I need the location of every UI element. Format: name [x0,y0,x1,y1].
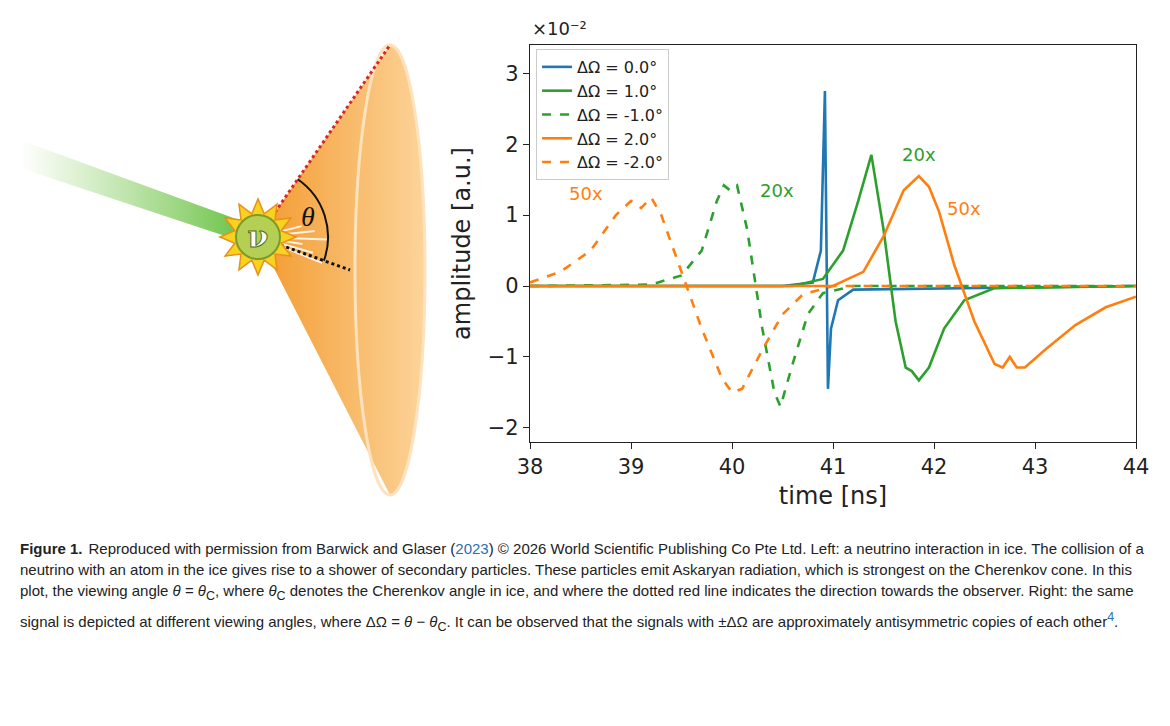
svg-text:3: 3 [505,62,518,86]
svg-text:amplitude [a.u.]: amplitude [a.u.] [448,147,476,340]
svg-text:44: 44 [1123,455,1150,479]
svg-text:50x: 50x [569,183,603,204]
svg-text:38: 38 [517,455,544,479]
svg-text:0: 0 [505,274,518,298]
html-text:Figure 1. Reproduced with perm: Figure 1. Reproduced with permission fro… [20,540,1144,634]
svg-text:42: 42 [921,455,948,479]
svg-text:ΔΩ = 2.0°: ΔΩ = 2.0° [577,130,657,149]
svg-text:×10⁻²: ×10⁻² [532,18,587,39]
svg-text:time [ns]: time [ns] [779,482,887,510]
svg-text:50x: 50x [947,198,981,219]
svg-text:θ: θ [301,201,315,232]
svg-text:1: 1 [505,203,518,227]
svg-text:2: 2 [505,133,518,157]
svg-text:ΔΩ = 0.0°: ΔΩ = 0.0° [577,58,657,77]
svg-text:ΔΩ = 1.0°: ΔΩ = 1.0° [577,82,657,101]
svg-text:41: 41 [820,455,847,479]
svg-text:−2: −2 [488,416,519,440]
svg-text:20x: 20x [902,144,936,165]
svg-text:43: 43 [1022,455,1049,479]
svg-text:40: 40 [719,455,746,479]
svg-text:−1: −1 [488,345,519,369]
svg-text:20x: 20x [760,180,794,201]
svg-text:39: 39 [618,455,645,479]
svg-text:ΔΩ = -2.0°: ΔΩ = -2.0° [577,153,663,172]
svg-text:ΔΩ = -1.0°: ΔΩ = -1.0° [577,106,663,125]
svg-text:ν: ν [248,219,269,254]
